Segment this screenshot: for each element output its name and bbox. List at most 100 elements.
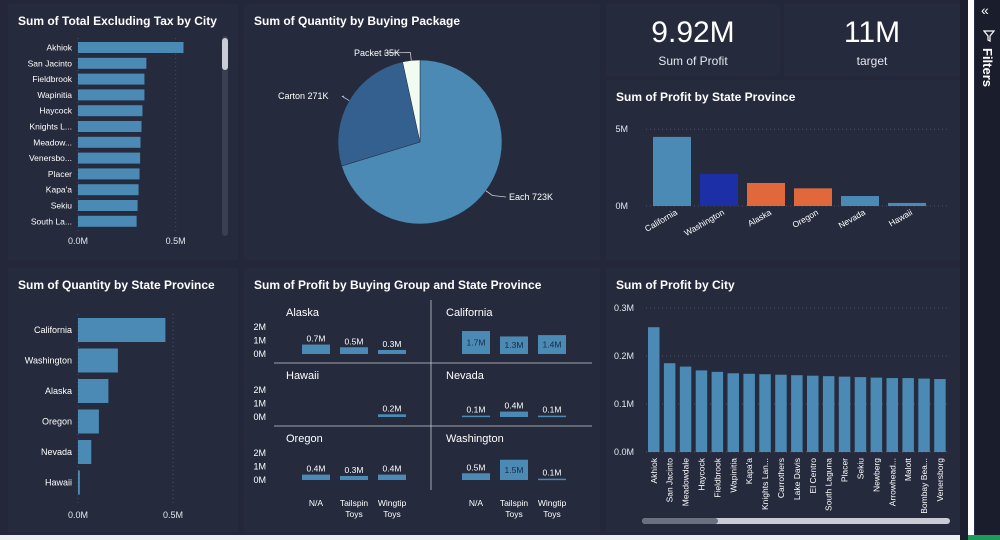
- scrollbar[interactable]: [222, 36, 228, 236]
- x-tick-label: Newberg: [871, 458, 881, 492]
- x-tick-label: 0.0M: [68, 510, 88, 520]
- report-canvas: Sum of Total Excluding Tax by City 0.0M 0…: [8, 4, 960, 532]
- bar: [340, 347, 368, 354]
- kpi-target-label: target: [856, 54, 888, 68]
- bar: [78, 73, 145, 85]
- bar: [822, 376, 835, 452]
- y-tick-label: 0M: [615, 201, 628, 211]
- bar: [78, 215, 137, 227]
- x-tick-label: N/A: [469, 498, 484, 508]
- funnel-icon[interactable]: [983, 30, 995, 42]
- scrollbar-thumb[interactable]: [642, 518, 718, 524]
- bar: [500, 459, 528, 480]
- category-label: Wapinitia: [37, 90, 72, 100]
- x-tick-label: Tailspin: [340, 498, 369, 508]
- y-tick-label: 1M: [253, 462, 266, 472]
- data-label: 0.4M: [307, 464, 326, 474]
- x-tick-label: Kapa'a: [744, 458, 754, 484]
- data-label: 0.1M: [543, 405, 562, 415]
- profit-group-state-chart[interactable]: Alaska 2M 1M 0M 0.7M 0.5M 0.3M California 1.7M 1.…: [244, 268, 600, 532]
- category-label: Akhiok: [46, 43, 72, 53]
- bar: [78, 121, 142, 132]
- filters-label[interactable]: Filters: [980, 48, 995, 88]
- double-chevron-left-icon[interactable]: «: [981, 2, 989, 18]
- panel-state-label: Nevada: [446, 370, 485, 382]
- bar: [78, 152, 141, 164]
- filters-pane[interactable]: « Filters: [974, 0, 1000, 540]
- bar: [302, 474, 330, 480]
- horizontal-scrollbar[interactable]: [642, 518, 950, 524]
- divider: [968, 0, 974, 540]
- bar: [78, 42, 184, 53]
- buying-package-pie[interactable]: Each 723K Carton 271K Packet 35K: [244, 4, 600, 260]
- x-tick-label: Wapinitia: [728, 458, 738, 493]
- bar: [663, 363, 676, 452]
- bar: [727, 373, 739, 452]
- category-label: Haycock: [39, 106, 72, 116]
- bar: [78, 184, 139, 196]
- leader-line: [341, 95, 350, 101]
- category-label: California: [34, 325, 72, 335]
- x-tick-label: Toys: [505, 509, 522, 519]
- bar: [462, 415, 490, 418]
- kpi-target-card: 11M target: [784, 4, 960, 76]
- profit-state-chart[interactable]: 5M 0M California Washington Alaska Oregon Neva…: [606, 80, 960, 260]
- x-tick-label: Venersborg: [935, 458, 945, 502]
- chart-title: Sum of Profit by City: [616, 278, 735, 292]
- bar: [700, 173, 738, 206]
- bar: [794, 188, 832, 206]
- status-indicator: [968, 535, 1000, 540]
- category-label: Oregon: [42, 417, 72, 427]
- bar: [886, 378, 898, 452]
- bar: [743, 373, 755, 452]
- panel-state-label: Alaska: [286, 307, 320, 319]
- bar: [679, 366, 692, 452]
- bar: [902, 378, 914, 452]
- kpi-profit-value: 9.92M: [651, 16, 735, 49]
- y-tick-label: 0M: [253, 475, 266, 485]
- x-tick-label: Meadowdale: [681, 458, 691, 506]
- bar: [78, 409, 99, 434]
- data-label: 0.3M: [383, 339, 402, 349]
- y-tick-label: 0.0M: [614, 447, 634, 457]
- category-label: Hawaii: [45, 478, 72, 488]
- panel-state-label: Hawaii: [286, 370, 319, 382]
- category-label: Placer: [48, 169, 72, 179]
- y-tick-label: 1M: [253, 399, 266, 409]
- data-label: 0.5M: [345, 336, 364, 346]
- x-tick-label: California: [643, 207, 679, 234]
- profit-city-chart[interactable]: 0.3M 0.2M 0.1M 0.0M Akhiok San Jacinto Meadowd…: [606, 268, 960, 532]
- bar: [78, 318, 166, 342]
- x-tick-label: Placer: [840, 458, 850, 482]
- x-tick-label: Tailspin: [500, 498, 529, 508]
- x-tick-label: 0.5M: [166, 236, 186, 246]
- scrollbar-thumb[interactable]: [222, 38, 228, 70]
- city-tax-chart[interactable]: 0.0M 0.5M Akhiok San Jacinto Fieldbrook Wapin…: [8, 4, 238, 260]
- category-label: Washington: [25, 356, 72, 366]
- pie-slice: [337, 61, 421, 167]
- bar: [378, 349, 406, 354]
- x-tick-label: Akhiok: [649, 457, 659, 483]
- x-tick-label: Wingtip: [378, 498, 407, 508]
- bar: [648, 327, 660, 452]
- x-tick-label: San Jacinto: [665, 458, 675, 503]
- bar: [538, 478, 566, 481]
- qty-state-chart[interactable]: 0.0M 0.5M California Washington Alaska Oregon…: [8, 268, 238, 532]
- kpi-profit-card: 9.92M Sum of Profit: [606, 4, 780, 76]
- chart-title: Sum of Profit by Buying Group and State …: [254, 278, 542, 292]
- pie-slice: [402, 59, 421, 143]
- chart-title: Sum of Profit by State Province: [616, 90, 796, 104]
- x-tick-label: Oregon: [790, 207, 820, 230]
- x-tick-label: Lake Davis: [792, 458, 802, 500]
- bar: [78, 379, 109, 403]
- category-label: Alaska: [45, 386, 72, 396]
- x-tick-label: Haycock: [696, 457, 706, 490]
- x-tick-label: Toys: [543, 509, 560, 519]
- bar: [340, 475, 368, 480]
- profit-state-panel: Sum of Profit by State Province 5M 0M Cali…: [606, 80, 960, 260]
- data-label: 1.3M: [505, 340, 524, 350]
- kpi-target-value: 11M: [843, 16, 901, 49]
- bar: [78, 57, 147, 69]
- y-tick-label: 0.3M: [614, 303, 634, 313]
- panel-state-label: California: [446, 307, 493, 319]
